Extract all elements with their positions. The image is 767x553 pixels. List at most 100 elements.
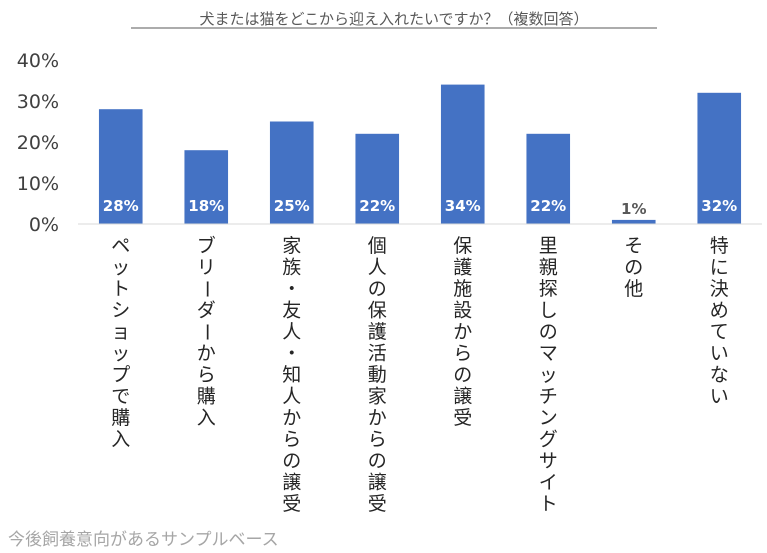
svg-text:か: か [368,407,387,429]
svg-text:活: 活 [368,343,387,365]
x-tick-label: 保護施設からの譲受保護施設からの譲受 [453,235,472,429]
y-tick-label: 30% [17,91,59,113]
svg-text:ら: ら [282,429,301,451]
y-axis-ticks: 0% 10% 20% 30% 40% [17,50,59,236]
footnote: 今後飼養意向があるサンプルベース [8,530,279,550]
svg-text:ッ: ッ [111,257,130,279]
x-tick-label: 里親探しのマッチングサイト里親探しのマッチングサイト [539,235,558,515]
bar [355,133,400,224]
y-tick-label: 20% [17,132,59,154]
svg-text:ら: ら [453,343,472,365]
svg-text:グ: グ [539,429,558,451]
y-tick-label: 40% [17,50,59,72]
svg-text:の: の [282,450,301,472]
svg-text:譲: 譲 [453,386,472,408]
data-label: 22% [530,197,566,215]
svg-text:購: 購 [197,386,216,408]
svg-text:い: い [710,343,729,365]
svg-text:ッ: ッ [539,364,558,386]
chart-title: 犬または猫をどこから迎え入れたいですか？（複数回答） [199,10,588,28]
svg-text:ら: ら [197,364,216,386]
svg-text:入: 入 [197,407,216,429]
svg-text:他: 他 [624,278,643,300]
svg-text:護: 護 [453,257,472,279]
svg-text:プ: プ [111,364,130,386]
svg-text:め: め [710,300,729,322]
svg-text:家: 家 [282,235,301,257]
svg-text:友: 友 [282,300,301,322]
svg-text:里: 里 [539,235,558,257]
svg-text:人: 人 [282,321,301,343]
svg-text:入: 入 [111,429,130,451]
svg-text:シ: シ [111,300,130,322]
svg-text:・: ・ [282,278,301,300]
data-labels: 28% 18% 25% 22% 34% 22% 1% 32% [103,197,737,218]
x-tick-label: ペットショップで購入ペットショップで購入 [111,235,130,451]
svg-text:い: い [710,386,729,408]
svg-text:ト: ト [111,278,130,300]
svg-text:の: の [539,321,558,343]
svg-text:・: ・ [282,343,301,365]
svg-text:か: か [453,321,472,343]
svg-text:そ: そ [624,235,643,257]
svg-text:個: 個 [368,235,387,257]
bar [611,219,656,224]
svg-text:の: の [368,278,387,300]
bars [98,84,742,224]
svg-text:ブ: ブ [197,234,216,257]
x-tick-label: ブリーダーから購入ブリーダーから購入 [195,234,217,429]
svg-text:家: 家 [368,386,387,408]
svg-text:族: 族 [282,257,301,279]
data-label: 22% [359,197,395,215]
svg-text:ョ: ョ [111,321,130,343]
data-label: 34% [445,197,481,215]
bar [184,150,229,224]
svg-text:の: の [368,450,387,472]
x-tick-label: 個人の保護活動家からの譲受個人の保護活動家からの譲受 [368,235,387,515]
svg-text:ペ: ペ [111,235,130,257]
svg-text:サ: サ [539,450,558,472]
data-label: 25% [274,197,310,215]
svg-text:特: 特 [710,235,729,257]
svg-text:チ: チ [539,386,558,408]
x-tick-label: その他その他 [624,235,643,300]
svg-text:の: の [453,364,472,386]
svg-text:イ: イ [539,472,558,494]
svg-text:か: か [282,407,301,429]
bar [526,133,571,224]
category-labels: ペットショップで購入ペットショップで購入ブリーダーから購入ブリーダーから購入家族… [111,234,729,515]
svg-text:受: 受 [368,493,387,515]
svg-text:動: 動 [368,364,387,386]
svg-text:ダ: ダ [197,300,216,322]
svg-text:に: に [710,257,729,279]
y-tick-label: 0% [29,214,59,236]
svg-text:探: 探 [539,278,558,300]
svg-text:人: 人 [368,257,387,279]
svg-text:の: の [624,257,643,279]
svg-text:ッ: ッ [111,343,130,365]
data-label: 18% [188,197,224,215]
svg-text:設: 設 [453,300,472,322]
svg-text:ト: ト [539,493,558,515]
svg-text:知: 知 [282,364,301,386]
svg-text:保: 保 [368,300,387,322]
x-tick-label: 特に決めていない特に決めていない [710,235,729,408]
svg-text:な: な [710,364,729,386]
svg-text:ら: ら [368,429,387,451]
svg-text:ー: ー [195,322,217,341]
svg-text:受: 受 [453,407,472,429]
svg-text:受: 受 [282,493,301,515]
svg-text:譲: 譲 [368,472,387,494]
bar [697,92,742,224]
svg-text:し: し [539,300,558,322]
data-label: 32% [701,197,737,215]
y-tick-label: 10% [17,173,59,195]
svg-text:か: か [197,343,216,365]
svg-text:保: 保 [453,235,472,257]
bar [98,109,143,224]
svg-text:護: 護 [368,321,387,343]
svg-text:決: 決 [710,278,729,300]
